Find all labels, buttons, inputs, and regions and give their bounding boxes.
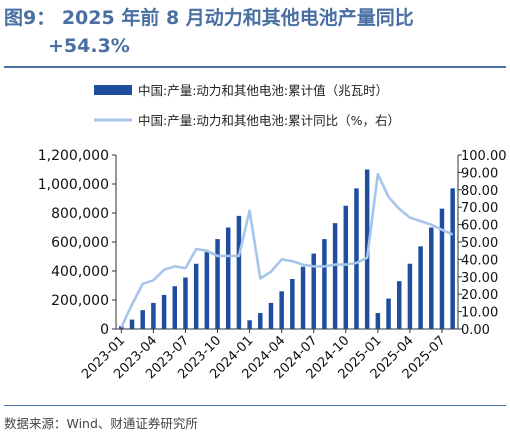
bar-2024-05 [290, 278, 295, 329]
y-left-tick-label: 400,000 [51, 264, 109, 280]
bar-2025-05 [418, 246, 423, 329]
y-right-tick-label: 50.00 [461, 236, 498, 251]
title-divider [4, 66, 506, 68]
bar-2023-12 [236, 215, 242, 329]
y-right-tick-label: 10.00 [461, 306, 498, 321]
bar-2023-08 [193, 263, 199, 329]
legend-bar-swatch [94, 85, 132, 95]
bar-2025-04 [407, 263, 413, 329]
bar-2023-09 [204, 252, 210, 329]
bar-2025-07 [439, 208, 445, 329]
bar-2025-06 [429, 227, 434, 329]
title-line-1: 图9： 2025 年前 8 月动力和其他电池产量同比 [4, 7, 414, 29]
y-right-tick-label: 20.00 [461, 288, 498, 303]
y-right-tick-label: 60.00 [461, 219, 498, 234]
chart-title: 图9： 2025 年前 8 月动力和其他电池产量同比 +54.3% [4, 4, 504, 60]
bar-2023-03 [140, 310, 145, 329]
y-right-tick-label: 70.00 [461, 201, 498, 216]
bar-2025-03 [396, 281, 402, 329]
y-right-tick-label: 90.00 [461, 166, 498, 181]
y-right-tick-label: 100.00 [461, 149, 507, 164]
source-divider [4, 405, 506, 406]
bar-2024-11 [354, 188, 359, 329]
y-left-tick-label: 600,000 [51, 235, 109, 251]
y-right-tick-label: 40.00 [461, 253, 498, 268]
y-right-tick-label: 30.00 [461, 271, 498, 286]
bar-2023-06 [172, 286, 178, 329]
bar-2024-06 [300, 266, 306, 329]
bar-2024-03 [268, 302, 274, 329]
title-line-2: +54.3% [48, 35, 130, 57]
bar-2023-02 [129, 319, 135, 329]
bar-2024-08 [322, 239, 327, 329]
bar-2024-01 [247, 320, 252, 329]
y-right-tick-label: 0.00 [461, 323, 490, 338]
y-left-tick-label: 0 [100, 322, 109, 338]
bar-2023-07 [183, 277, 188, 329]
yoy-line [120, 172, 454, 328]
y-left-tick-label: 200,000 [51, 293, 109, 309]
bar-2024-10 [343, 205, 349, 329]
bar-2024-02 [258, 313, 263, 329]
bar-2024-04 [279, 291, 284, 329]
bar-2023-04 [151, 302, 156, 329]
bar-2023-05 [161, 294, 167, 329]
bar-2024-09 [332, 223, 338, 329]
source-note: 数据来源：Wind、财通证券研究所 [4, 416, 198, 431]
chart-svg: 中国:产量:动力和其他电池:累计值（兆瓦时） 中国:产量:动力和其他电池:累计同比… [38, 83, 507, 382]
bar-2025-08 [450, 188, 455, 329]
bar-2025-02 [386, 298, 391, 329]
y-right-tick-label: 80.00 [461, 184, 498, 199]
y-left-tick-label: 800,000 [51, 206, 109, 222]
bar-2024-07 [311, 253, 316, 329]
bar-2023-10 [215, 239, 220, 329]
bar-2023-01 [119, 326, 124, 329]
y-left-tick-label: 1,200,000 [38, 148, 109, 164]
legend-bar-label: 中国:产量:动力和其他电池:累计值（兆瓦时） [138, 83, 388, 98]
legend-line-label: 中国:产量:动力和其他电池:累计同比（%，右） [138, 113, 400, 128]
bar-2025-01 [375, 313, 381, 329]
y-left-tick-label: 1,000,000 [38, 177, 109, 193]
bar-2023-11 [225, 227, 231, 329]
